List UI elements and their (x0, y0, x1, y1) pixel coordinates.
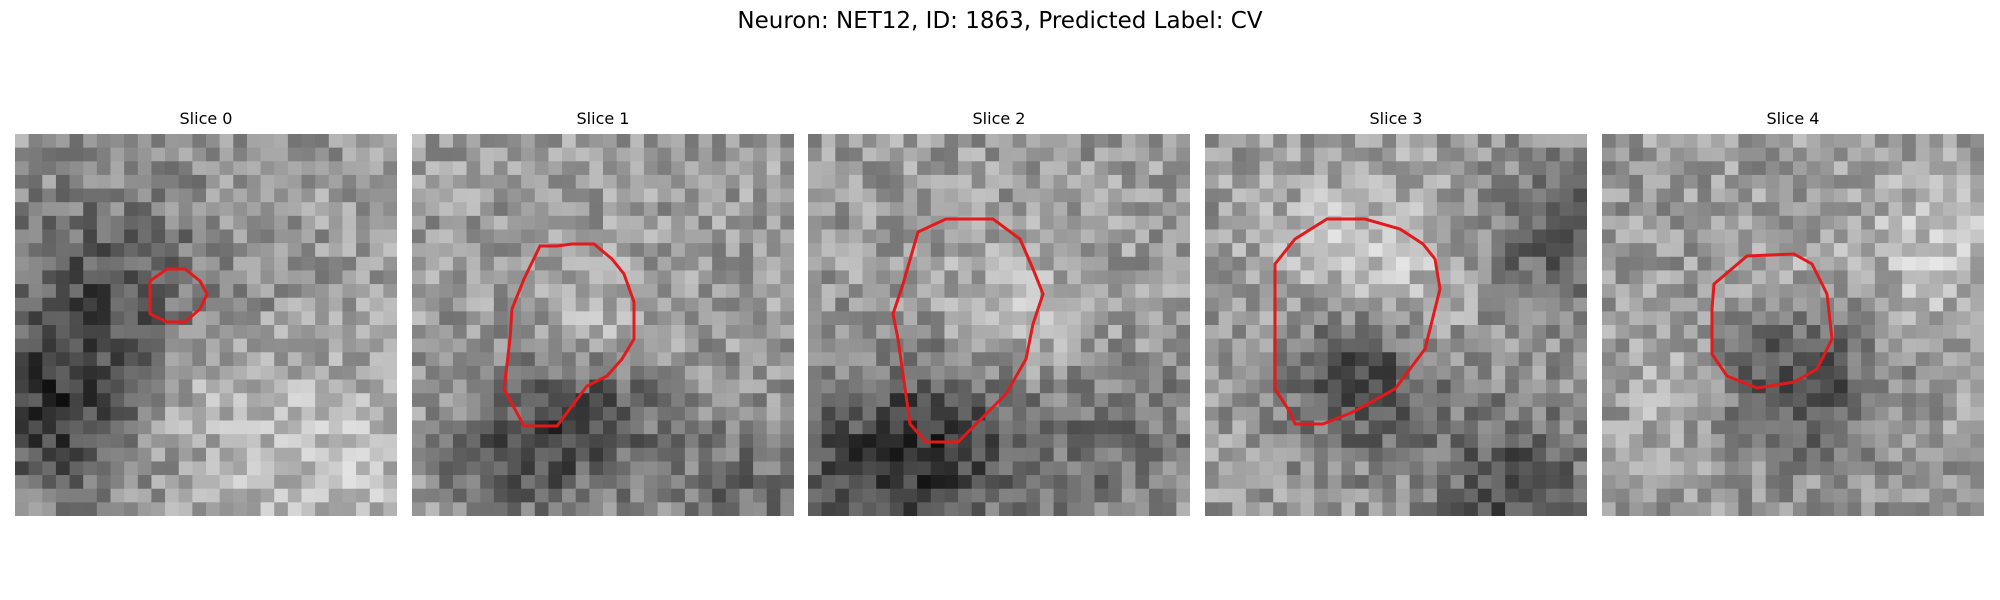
slice-3-title: Slice 3 (1369, 109, 1423, 128)
slice-1-contour (502, 242, 636, 428)
slice-0-title: Slice 0 (179, 109, 233, 128)
slice-4-pixels (1602, 134, 1984, 516)
slice-3-image (1205, 134, 1587, 516)
slice-0-image (15, 134, 397, 516)
slice-3-canvas (1205, 134, 1587, 516)
slice-2-canvas (808, 134, 1190, 516)
slice-4-title: Slice 4 (1766, 109, 1820, 128)
slice-3-contour (1273, 217, 1442, 426)
slice-4-image (1602, 134, 1984, 516)
figure-title: Neuron: NET12, ID: 1863, Predicted Label… (737, 8, 1263, 34)
slice-0-canvas (15, 134, 397, 516)
slice-4-canvas (1602, 134, 1984, 516)
slice-2-contour (891, 217, 1045, 444)
slice-1-image (412, 134, 794, 516)
slice-1-title: Slice 1 (576, 109, 630, 128)
slice-1-canvas (412, 134, 794, 516)
slice-4-contour (1710, 252, 1834, 390)
slice-3-pixels (1205, 134, 1587, 516)
slice-0-contour (148, 267, 209, 324)
slice-0-pixels (15, 134, 397, 516)
slice-2-title: Slice 2 (972, 109, 1026, 128)
slice-2-image (808, 134, 1190, 516)
slice-1-pixels (412, 134, 794, 516)
slice-2-pixels (808, 134, 1190, 516)
